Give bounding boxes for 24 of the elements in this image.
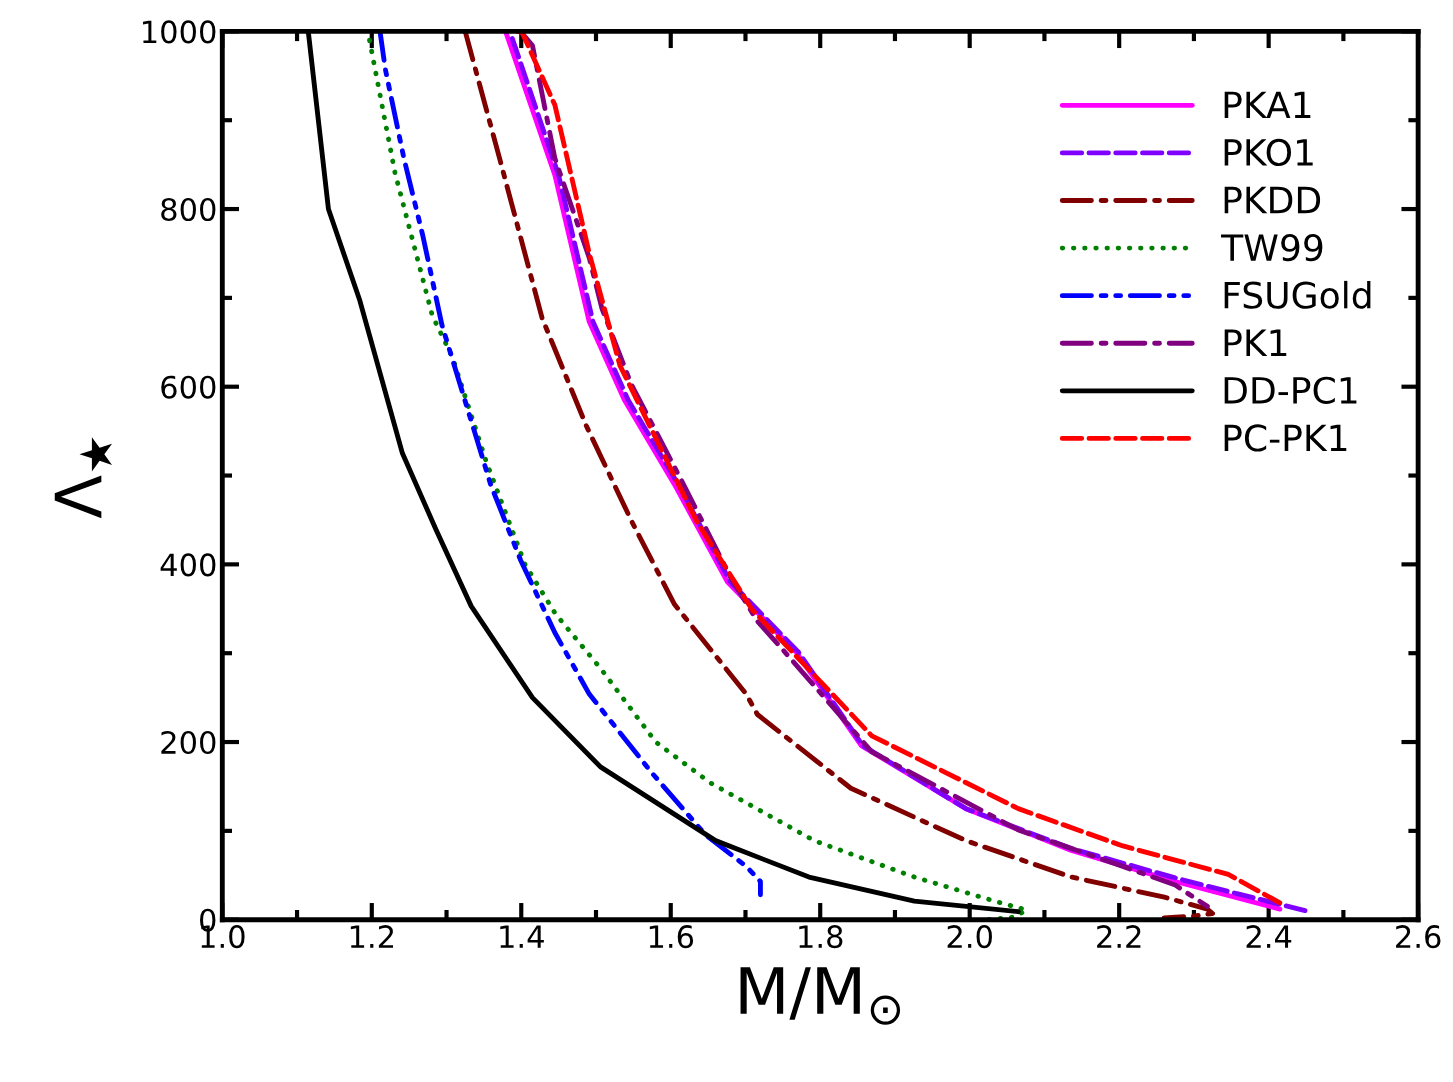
x-tick-label: 1.6 bbox=[649, 925, 694, 949]
y-tick-label: 1000 bbox=[143, 20, 216, 44]
y-tick-label: 400 bbox=[160, 553, 216, 577]
legend-label: DD-PC1 bbox=[1224, 376, 1357, 405]
x-tick-label: 2.2 bbox=[1097, 925, 1141, 948]
y-tick-label: 800 bbox=[161, 197, 216, 222]
x-axis-title: M/M$_{⊙}$ bbox=[740, 967, 901, 1025]
x-tick-label: 1.8 bbox=[799, 925, 843, 949]
x-tick-label: 1.2 bbox=[350, 925, 394, 948]
x-tick-label: 1.4 bbox=[500, 925, 544, 948]
legend-label: PKO1 bbox=[1224, 138, 1313, 167]
legend-label: PC-PK1 bbox=[1224, 424, 1347, 452]
x-tick-label: 2.0 bbox=[947, 925, 992, 949]
legend-label: TW99 bbox=[1221, 233, 1323, 262]
legend-label: PKA1 bbox=[1224, 91, 1311, 118]
x-tick-label: 2.6 bbox=[1396, 925, 1441, 949]
line-series bbox=[377, 31, 763, 898]
y-tick-label: 200 bbox=[161, 730, 216, 755]
legend-label: PKDD bbox=[1224, 186, 1321, 214]
legend-label: FSUGold bbox=[1224, 280, 1371, 309]
y-tick-label: 600 bbox=[161, 375, 216, 399]
x-tick-label: 2.4 bbox=[1246, 925, 1292, 948]
y-axis-title: Λ$_{★}$ bbox=[54, 437, 113, 519]
legend-label: PK1 bbox=[1224, 329, 1287, 356]
